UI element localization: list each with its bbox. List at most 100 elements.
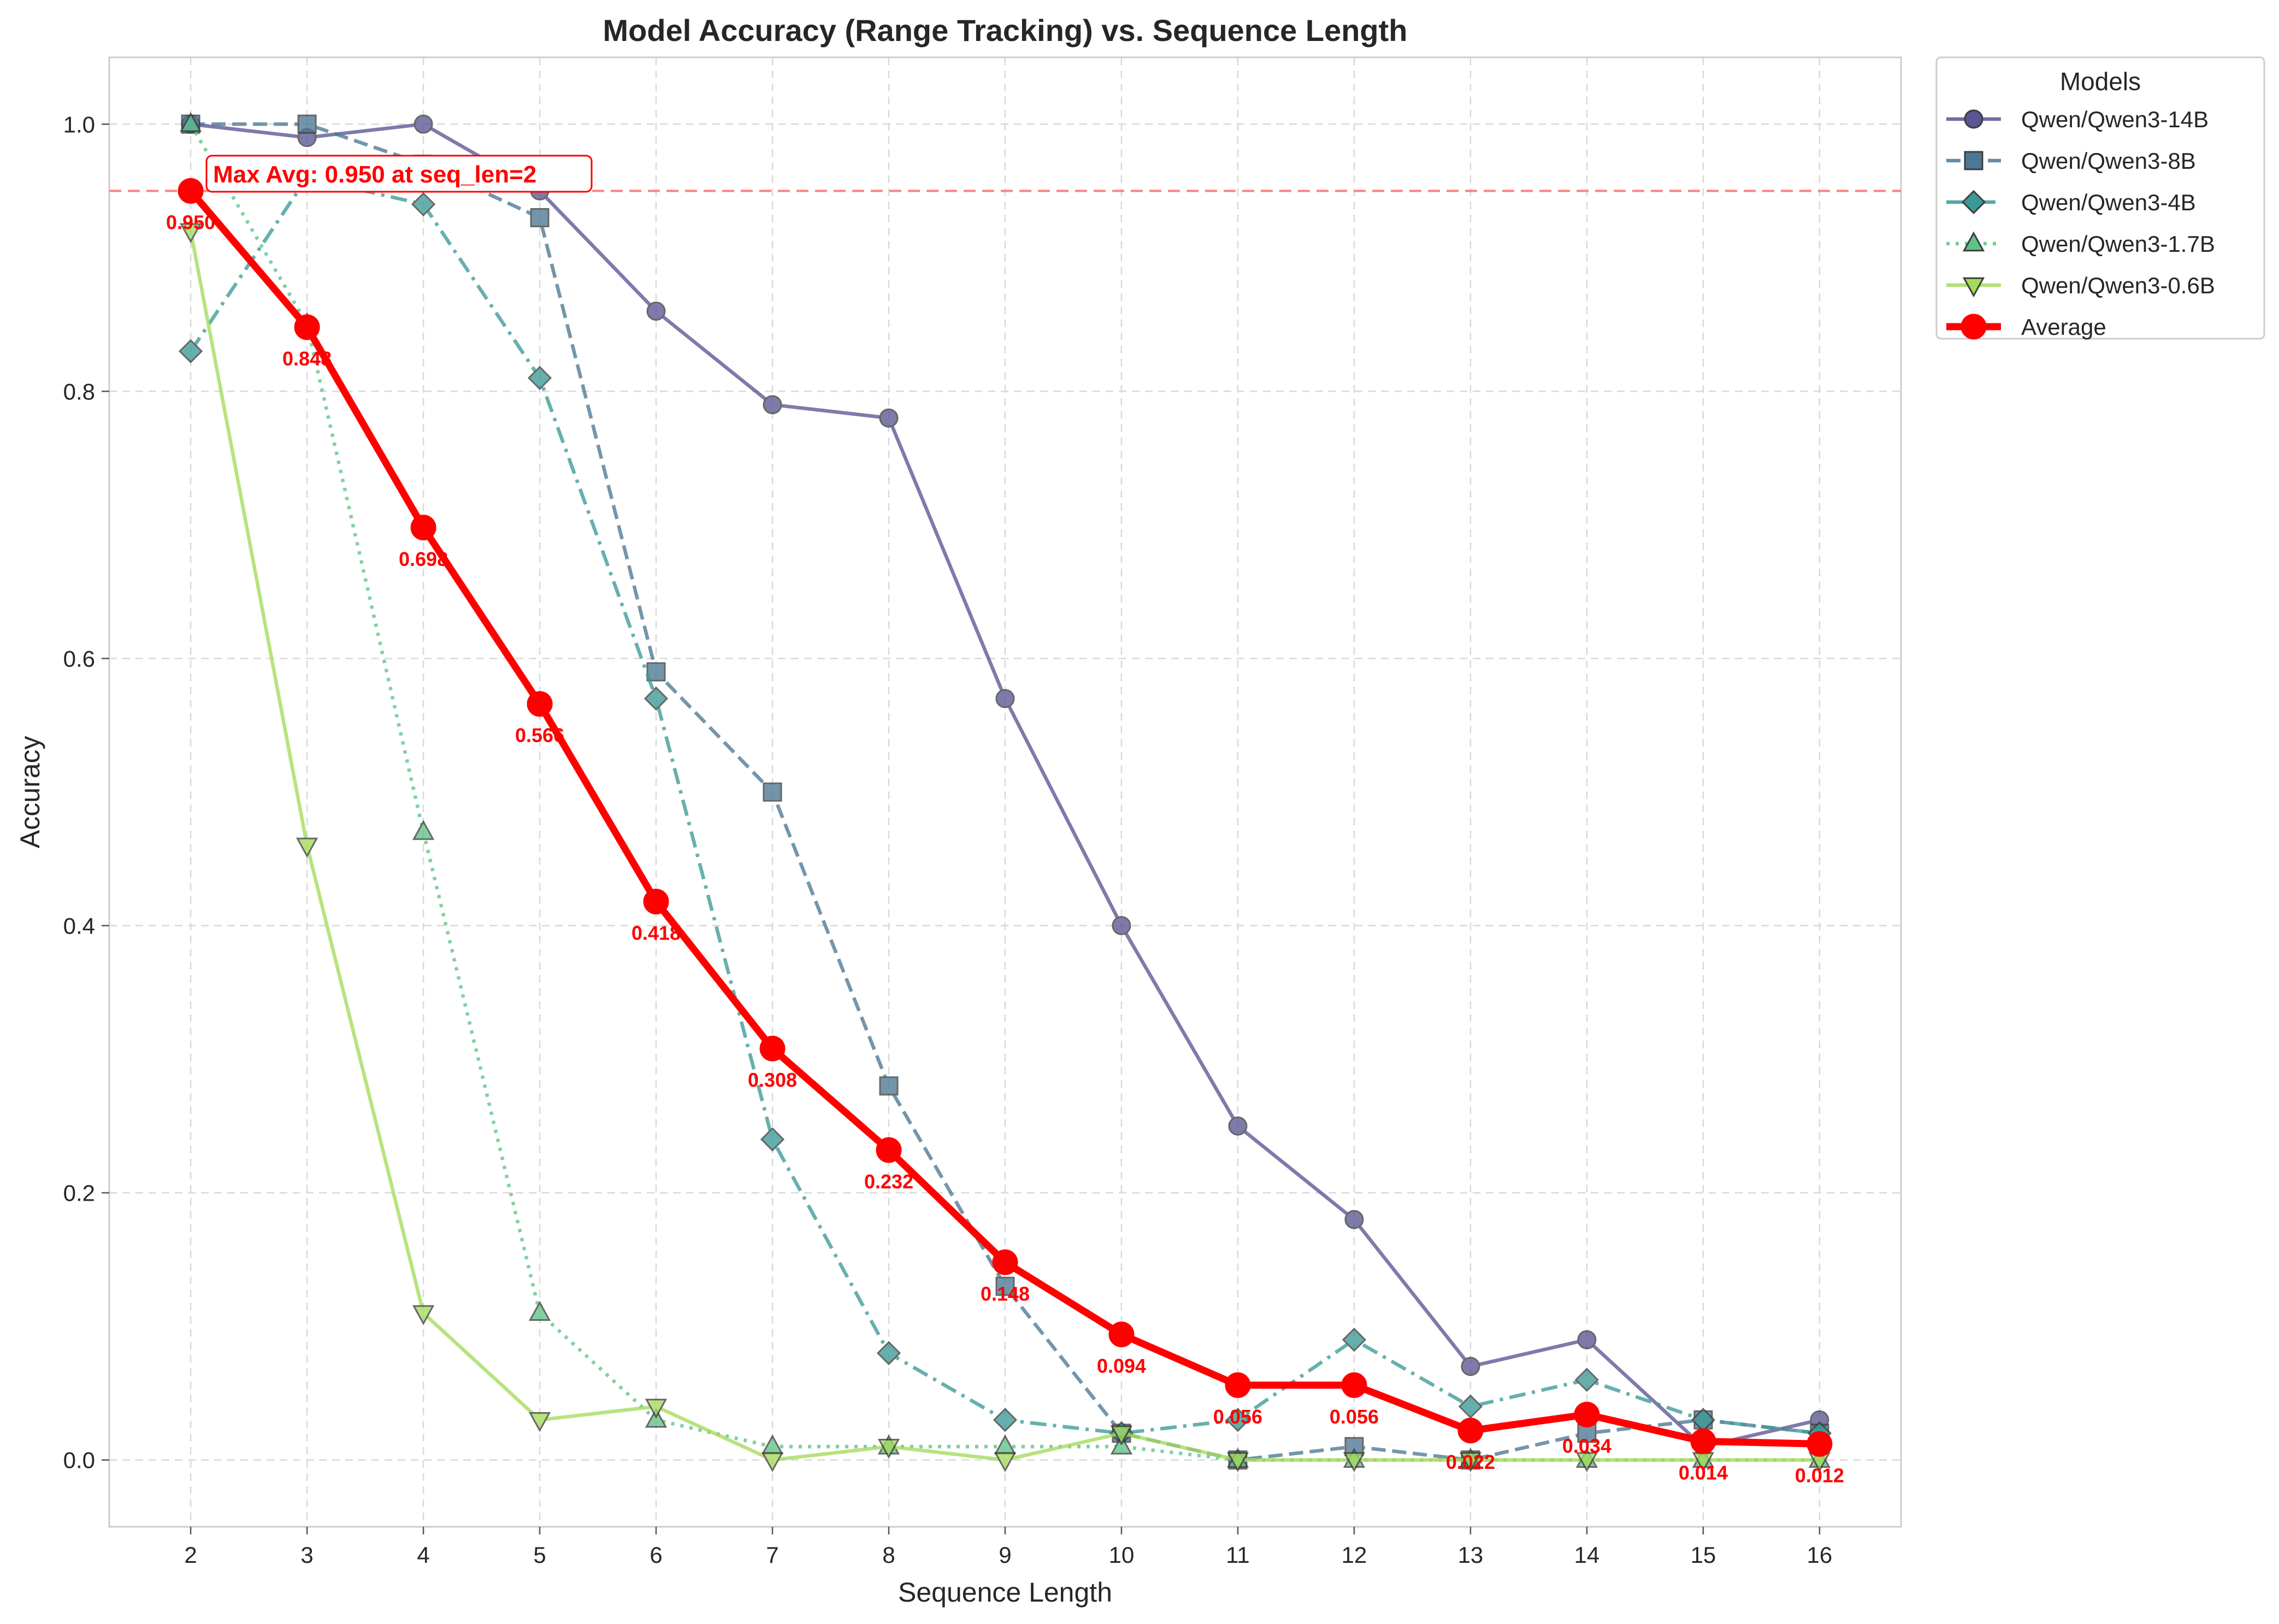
data-point xyxy=(179,223,202,244)
data-point xyxy=(643,889,669,915)
series-group xyxy=(178,111,1833,1473)
annotation-text: Max Avg: 0.950 at seq_len=2 xyxy=(213,161,536,188)
data-point xyxy=(877,1438,900,1459)
data-point xyxy=(1574,1402,1600,1428)
data-point xyxy=(763,782,782,802)
data-point xyxy=(296,837,318,858)
average-data-label: 0.566 xyxy=(515,724,564,747)
x-tick-label: 13 xyxy=(1458,1542,1484,1568)
data-point xyxy=(178,178,204,204)
y-axis-label: Accuracy xyxy=(15,736,45,848)
average-data-label: 0.022 xyxy=(1446,1451,1495,1473)
legend-title: Models xyxy=(2060,67,2141,96)
legend-label: Qwen/Qwen3-4B xyxy=(2021,190,2196,215)
average-data-label: 0.034 xyxy=(1562,1435,1611,1457)
data-point xyxy=(1574,1367,1599,1392)
data-point xyxy=(1575,1452,1598,1473)
x-axis-ticks: 2 3 4 5 6 7 8 9 10 11 12 13 14 15 16 xyxy=(184,1527,1832,1568)
data-point xyxy=(530,208,550,227)
legend-item: Average xyxy=(1946,314,2106,340)
legend-marker xyxy=(1961,314,1987,340)
average-data-label: 0.014 xyxy=(1679,1461,1728,1484)
x-tick-label: 3 xyxy=(300,1542,313,1568)
data-point xyxy=(528,1412,551,1432)
x-tick-label: 16 xyxy=(1807,1542,1833,1568)
data-point xyxy=(179,111,202,132)
data-point xyxy=(763,395,782,415)
data-point xyxy=(178,339,203,364)
legend-marker xyxy=(1961,190,1986,215)
data-point xyxy=(1225,1408,1250,1432)
data-point xyxy=(527,691,553,717)
annotation-box xyxy=(205,155,593,193)
data-point xyxy=(528,1301,551,1321)
y-tick-label: 1.0 xyxy=(63,111,95,137)
average-data-label: 0.056 xyxy=(1213,1406,1262,1428)
data-point xyxy=(759,1036,786,1062)
data-point xyxy=(879,408,899,428)
x-tick-label: 5 xyxy=(533,1542,546,1568)
legend-items: Qwen/Qwen3-14B Qwen/Qwen3-8B Qwen/Qwen3-4B… xyxy=(1946,107,2215,340)
series-qwen-qwen3-0-6b xyxy=(179,223,1831,1473)
y-tick-label: 0.8 xyxy=(63,379,95,404)
y-tick-label: 0.6 xyxy=(63,646,95,671)
average-data-labels: 0.950 0.848 0.698 0.566 0.418 0.308 0.232 0.148… xyxy=(166,211,1844,1487)
legend-label: Average xyxy=(2021,314,2106,340)
data-point xyxy=(879,1076,899,1096)
data-point xyxy=(646,302,666,321)
average-data-label: 0.148 xyxy=(981,1283,1030,1305)
data-point xyxy=(876,1137,902,1163)
max-annotation: Max Avg: 0.950 at seq_len=2 xyxy=(205,155,593,193)
average-data-label: 0.418 xyxy=(631,922,681,944)
average-data-label: 0.094 xyxy=(1097,1355,1146,1377)
x-tick-label: 15 xyxy=(1691,1542,1716,1568)
data-point xyxy=(414,114,433,134)
legend-item: Qwen/Qwen3-4B xyxy=(1946,190,2196,215)
data-point xyxy=(1577,1424,1597,1443)
x-tick-label: 11 xyxy=(1226,1542,1250,1568)
x-tick-label: 9 xyxy=(999,1542,1011,1568)
data-point xyxy=(876,1340,901,1366)
legend-marker xyxy=(1964,151,1983,170)
legend-label: Qwen/Qwen3-14B xyxy=(2021,107,2209,132)
x-tick-label: 4 xyxy=(417,1542,429,1568)
data-point xyxy=(1342,1327,1367,1352)
data-point xyxy=(993,1408,1018,1432)
data-point xyxy=(1461,1357,1480,1377)
x-axis-label: Sequence Length xyxy=(898,1577,1112,1608)
data-point xyxy=(412,820,435,840)
legend-frame xyxy=(1935,56,2265,340)
average-data-label: 0.950 xyxy=(166,211,215,234)
data-point xyxy=(1341,1372,1367,1398)
legend-marker xyxy=(1962,277,1985,298)
data-point xyxy=(410,515,436,541)
chart-title: Model Accuracy (Range Tracking) vs. Sequ… xyxy=(603,13,1408,48)
data-point xyxy=(1225,1372,1251,1398)
data-point xyxy=(527,365,552,391)
data-point xyxy=(992,1249,1018,1275)
data-point xyxy=(1459,1452,1482,1473)
legend-label: Qwen/Qwen3-8B xyxy=(2021,148,2196,174)
y-tick-label: 0.0 xyxy=(63,1448,95,1473)
average-data-label: 0.698 xyxy=(399,548,448,570)
data-point xyxy=(1458,1394,1483,1419)
x-tick-label: 12 xyxy=(1342,1542,1367,1568)
x-tick-label: 8 xyxy=(882,1542,895,1568)
x-tick-label: 6 xyxy=(650,1542,662,1568)
legend: Models Qwen/Qwen3-14BQwen/Qwen3-8BQwen/Q… xyxy=(1935,56,2265,340)
data-point xyxy=(994,1452,1017,1473)
data-point xyxy=(297,114,317,134)
average-data-label: 0.308 xyxy=(748,1069,797,1091)
data-point xyxy=(1690,1428,1716,1454)
x-tick-label: 7 xyxy=(766,1542,778,1568)
data-point xyxy=(1226,1452,1249,1473)
average-data-label: 0.012 xyxy=(1795,1464,1844,1486)
data-point xyxy=(761,1452,784,1473)
y-axis-ticks: 0.0 0.2 0.4 0.6 0.8 1.0 xyxy=(63,111,109,1473)
data-point xyxy=(1806,1431,1833,1457)
data-point xyxy=(995,689,1015,708)
data-point xyxy=(1112,916,1131,936)
average-data-label: 0.056 xyxy=(1330,1406,1379,1428)
data-point xyxy=(1108,1321,1135,1348)
